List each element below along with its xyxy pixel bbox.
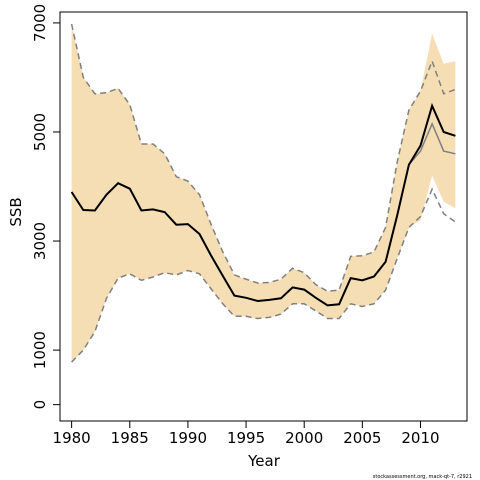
- y-tick-label-1000: 1000: [31, 331, 49, 369]
- y-tick-label-0: 0: [31, 400, 49, 410]
- y-tick-label-5000: 5000: [31, 113, 49, 151]
- x-tick-label-2010: 2010: [401, 429, 439, 447]
- plot-area: [70, 23, 456, 363]
- upper-dashed-line: [70, 23, 456, 292]
- x-tick-label-1985: 1985: [111, 429, 149, 447]
- x-tick-label-1990: 1990: [169, 429, 207, 447]
- axes: 1980 1985 1990 1995 2000 2005 2010 0 1000 3000 500…: [31, 4, 440, 447]
- x-tick-label-1995: 1995: [227, 429, 265, 447]
- y-tick-label-3000: 3000: [31, 222, 49, 260]
- footer-credit: stockassessment.org, mack-qt-7, r2921: [373, 474, 472, 480]
- y-tick-label-7000: 7000: [31, 4, 49, 42]
- confidence-band: [71, 24, 456, 363]
- x-axis-title: Year: [247, 452, 281, 470]
- y-axis-title: SSB: [7, 197, 25, 226]
- ssb-estimate-line: [70, 102, 456, 307]
- x-tick-label-1980: 1980: [53, 429, 91, 447]
- x-tick-label-2000: 2000: [285, 429, 323, 447]
- x-tick-label-2005: 2005: [343, 429, 381, 447]
